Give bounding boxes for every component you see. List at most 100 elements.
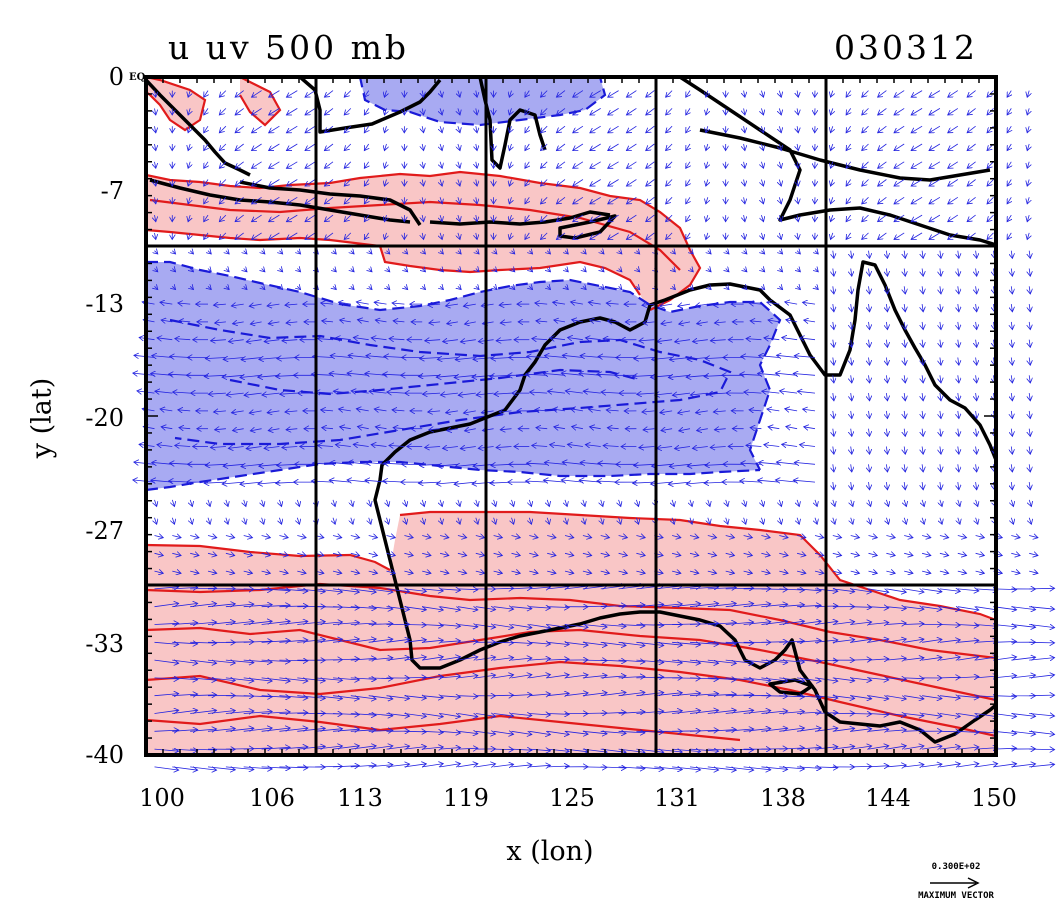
wind-vector [1011, 482, 1012, 490]
wind-vector [155, 536, 164, 538]
wind-vector [922, 553, 931, 555]
wind-vector [556, 162, 565, 169]
wind-vector [626, 91, 636, 98]
wind-vector [851, 358, 852, 366]
x-tick-label: 125 [532, 784, 612, 812]
wind-vector [777, 355, 798, 357]
wind-vector [929, 144, 940, 151]
wind-vector [686, 144, 690, 151]
wind-vector [940, 411, 941, 419]
wind-vector [172, 251, 175, 254]
wind-vector [608, 108, 619, 115]
wind-vector [204, 162, 208, 169]
wind-vector [958, 536, 967, 538]
wind-vector [869, 464, 870, 472]
wind-vector [1011, 358, 1012, 366]
wind-vector [1011, 269, 1012, 277]
wind-vector [476, 126, 477, 133]
wind-vector [833, 322, 834, 330]
wind-vector [297, 269, 300, 272]
wind-vector [646, 144, 655, 151]
wind-vector [958, 411, 959, 419]
wind-vector [190, 518, 192, 525]
wind-vector [948, 108, 958, 115]
wind-vector [476, 764, 496, 767]
shading-layer [146, 77, 996, 755]
wind-vector [1027, 91, 1029, 98]
wind-vector [706, 162, 708, 169]
wind-vector [904, 304, 905, 312]
wind-vector [744, 500, 746, 507]
wind-vector [869, 340, 870, 348]
wind-vector [1029, 553, 1038, 555]
wind-vector [958, 393, 959, 401]
wind-vector [878, 108, 887, 115]
wind-vector [940, 322, 941, 330]
wind-vector [948, 215, 958, 222]
wind-vector [779, 108, 781, 115]
wind-vector [833, 500, 835, 507]
wind-vector [392, 303, 404, 304]
wind-vector [476, 144, 477, 151]
wind-vector [878, 197, 887, 204]
wind-vector [706, 144, 708, 151]
wind-vector [940, 393, 941, 401]
wind-vector [226, 536, 235, 538]
wind-vector [279, 536, 288, 538]
wind-vector [1029, 588, 1054, 589]
wind-vector [1011, 553, 1020, 555]
wind-vector [1007, 215, 1011, 222]
wind-vector [1029, 393, 1030, 401]
wind-vector [940, 358, 941, 366]
x-tick-label: 131 [637, 784, 717, 812]
wind-vector [797, 233, 798, 240]
wind-vector [911, 197, 922, 204]
wind-vector [351, 269, 354, 272]
wind-vector [666, 108, 673, 115]
wind-vector [869, 553, 878, 555]
wind-vector [726, 251, 729, 254]
wind-vector [929, 215, 940, 222]
wind-vector [797, 126, 798, 133]
wind-vector [869, 411, 870, 419]
y-tick-label: -20 [60, 404, 124, 432]
wind-vector [846, 108, 851, 115]
wind-vector [833, 393, 834, 401]
wind-vector [922, 411, 923, 419]
wind-vector [851, 553, 860, 555]
wind-vector [286, 91, 297, 98]
wind-vector [869, 322, 870, 330]
wind-vector [940, 447, 941, 455]
wind-vector [565, 500, 567, 507]
wind-vector [940, 731, 960, 732]
wind-vector [976, 447, 977, 455]
wind-vector [590, 126, 601, 133]
wind-vector [831, 215, 833, 222]
wind-vector [886, 553, 895, 555]
wind-vector [851, 500, 853, 507]
wind-vector [911, 144, 922, 151]
x-tick-label: 150 [954, 784, 1034, 812]
wind-vector [804, 320, 815, 322]
wind-vector [886, 571, 895, 573]
wind-vector [1029, 482, 1030, 490]
wind-vector [976, 518, 978, 525]
wind-vector [364, 144, 368, 151]
wind-vector [583, 269, 586, 272]
wind-vector [1029, 695, 1054, 696]
wind-vector [886, 482, 887, 490]
wind-vector [1029, 447, 1030, 455]
wind-vector [904, 411, 905, 419]
wind-vector [626, 108, 636, 115]
wind-vector [904, 571, 913, 573]
wind-vector [831, 108, 833, 115]
wind-vector [922, 500, 924, 507]
wind-vector [188, 144, 190, 151]
wind-vector [904, 375, 905, 383]
wind-vector [269, 180, 280, 187]
wind-vector [1007, 180, 1011, 187]
wind-vector [1011, 304, 1012, 312]
wind-vector [761, 215, 763, 222]
wind-vector [262, 269, 265, 272]
wind-vector [387, 286, 390, 289]
